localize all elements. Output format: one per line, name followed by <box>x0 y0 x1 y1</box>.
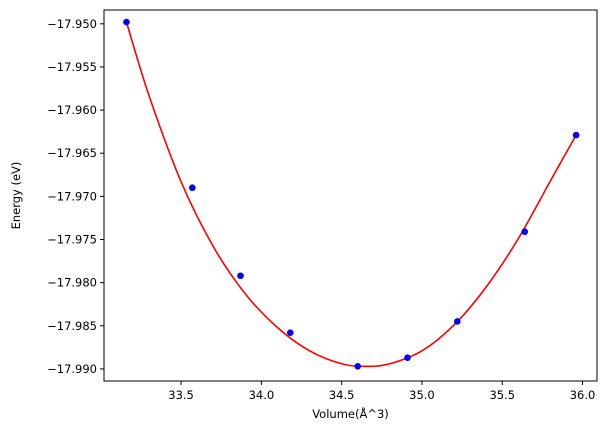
plot-area <box>123 18 580 370</box>
x-tick-label: 36.0 <box>570 388 596 402</box>
x-axis-label: Volume(Å^3) <box>312 406 389 421</box>
data-point <box>237 272 244 280</box>
data-point <box>404 354 411 362</box>
y-tick-label: −17.975 <box>47 233 97 247</box>
y-axis: −17.950 −17.955 −17.960 −17.965 −17.970 −17.9… <box>47 17 104 376</box>
x-tick-label: 33.5 <box>168 388 194 402</box>
y-axis-label: Energy (eV) <box>9 162 23 230</box>
y-tick-label: −17.990 <box>47 362 97 376</box>
y-tick-label: −17.970 <box>47 189 97 203</box>
axes-frame <box>103 9 598 382</box>
data-point <box>354 363 362 370</box>
x-tick-label: 34.5 <box>329 388 355 402</box>
y-tick-label: −17.985 <box>47 319 97 333</box>
fit-curve-line <box>125 21 577 368</box>
x-tick-label: 35.5 <box>489 388 515 402</box>
x-axis: 33.5 34.0 34.5 35.0 35.5 36.0 <box>168 381 595 402</box>
data-point <box>189 184 196 192</box>
x-tick-label: 35.0 <box>409 388 435 402</box>
y-tick-label: −17.980 <box>47 276 97 290</box>
x-tick-label: 34.0 <box>249 388 275 402</box>
data-point <box>572 131 580 139</box>
data-point <box>521 228 529 236</box>
y-tick-label: −17.965 <box>47 146 97 160</box>
y-tick-label: −17.960 <box>47 103 97 117</box>
data-point <box>453 318 461 325</box>
data-point <box>123 18 130 26</box>
y-tick-label: −17.950 <box>47 17 97 31</box>
y-tick-label: −17.955 <box>47 60 97 74</box>
data-point <box>286 329 294 336</box>
